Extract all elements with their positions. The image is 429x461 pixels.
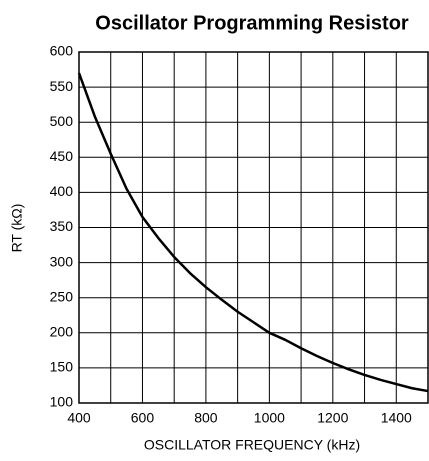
x-axis-label: OSCILLATOR FREQUENCY (kHz) [144, 437, 360, 453]
y-tick-label: 450 [50, 148, 74, 164]
data-line [77, 72, 429, 393]
y-tick-label: 550 [50, 78, 74, 94]
x-tick-label: 1400 [381, 410, 412, 426]
y-tick-label: 150 [50, 359, 74, 375]
y-tick-label: 300 [50, 253, 74, 269]
y-axis-label: RT (kΩ) [9, 204, 25, 253]
y-tick-label: 100 [50, 394, 74, 410]
y-tick-label: 400 [50, 183, 74, 199]
x-tick-label: 600 [131, 410, 155, 426]
y-tick-label: 500 [50, 113, 74, 129]
x-tick-label: 400 [67, 410, 91, 426]
x-tick-label: 1000 [254, 410, 285, 426]
y-tick-label: 200 [50, 324, 74, 340]
y-tick-label: 600 [50, 43, 74, 59]
chart-title: Oscillator Programming Resistor [95, 12, 409, 34]
x-tick-label: 800 [194, 410, 218, 426]
y-tick-label: 350 [50, 218, 74, 234]
plot-frame [78, 51, 429, 404]
y-tick-label: 250 [50, 288, 74, 304]
x-tick-label: 1200 [317, 410, 348, 426]
